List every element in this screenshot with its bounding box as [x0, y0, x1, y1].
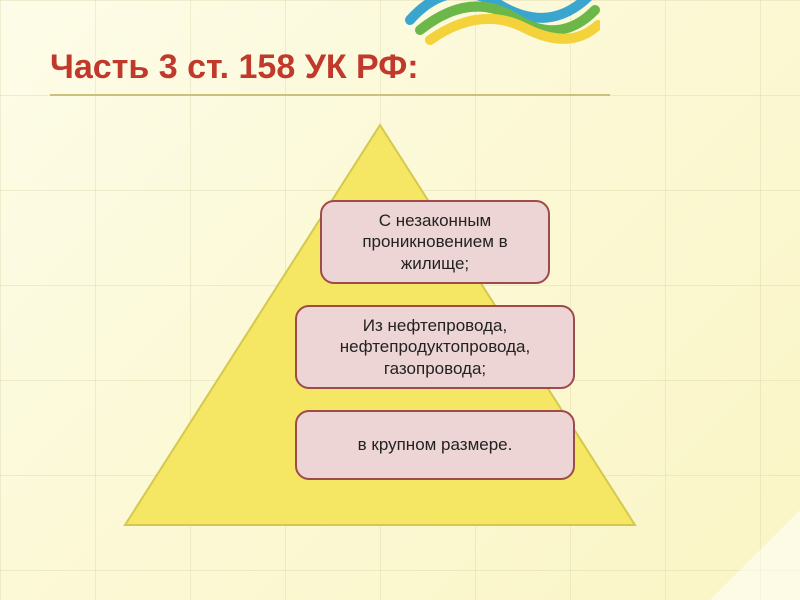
pyramid-box-3: в крупном размере. [295, 410, 575, 480]
title-underline [50, 94, 610, 96]
page-curl-icon [710, 510, 800, 600]
pyramid-box-2: Из нефтепровода, нефтепродуктопровода, г… [295, 305, 575, 389]
slide-title: Часть 3 ст. 158 УК РФ: [50, 48, 419, 87]
pyramid-diagram: С незаконным проникновением в жилище; Из … [120, 120, 640, 540]
decorative-swirl-icon [400, 0, 600, 50]
slide: Часть 3 ст. 158 УК РФ: С незаконным прон… [0, 0, 800, 600]
pyramid-box-1: С незаконным проникновением в жилище; [320, 200, 550, 284]
